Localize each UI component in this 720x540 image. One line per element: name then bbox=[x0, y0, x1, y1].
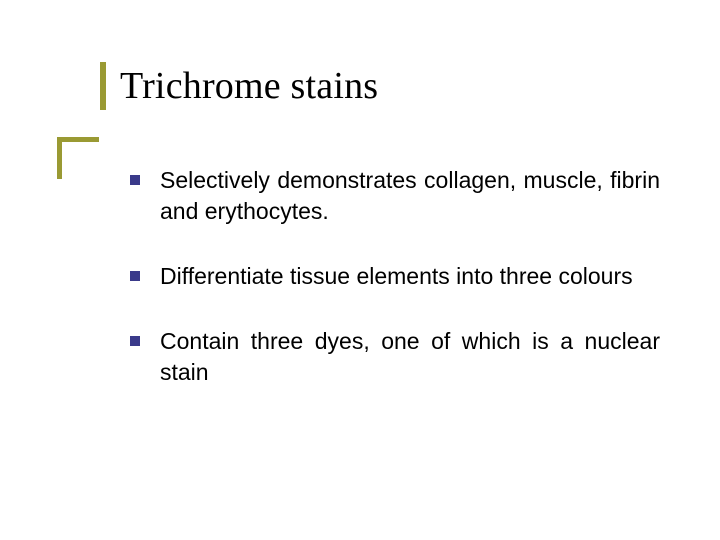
accent-corner-horz bbox=[57, 137, 99, 142]
list-item: Selectively demonstrates collagen, muscl… bbox=[130, 165, 660, 227]
slide: Trichrome stains Selectively demonstrate… bbox=[0, 0, 720, 540]
bullet-text: Differentiate tissue elements into three… bbox=[160, 261, 660, 292]
slide-title: Trichrome stains bbox=[120, 64, 378, 108]
square-bullet-icon bbox=[130, 175, 140, 185]
square-bullet-icon bbox=[130, 271, 140, 281]
accent-corner-vert bbox=[57, 137, 62, 179]
list-item: Contain three dyes, one of which is a nu… bbox=[130, 326, 660, 388]
list-item: Differentiate tissue elements into three… bbox=[130, 261, 660, 292]
title-row: Trichrome stains bbox=[100, 62, 378, 110]
body: Selectively demonstrates collagen, muscl… bbox=[130, 165, 660, 422]
bullet-text: Contain three dyes, one of which is a nu… bbox=[160, 326, 660, 388]
square-bullet-icon bbox=[130, 336, 140, 346]
bullet-text: Selectively demonstrates collagen, muscl… bbox=[160, 165, 660, 227]
title-accent-bar bbox=[100, 62, 106, 110]
